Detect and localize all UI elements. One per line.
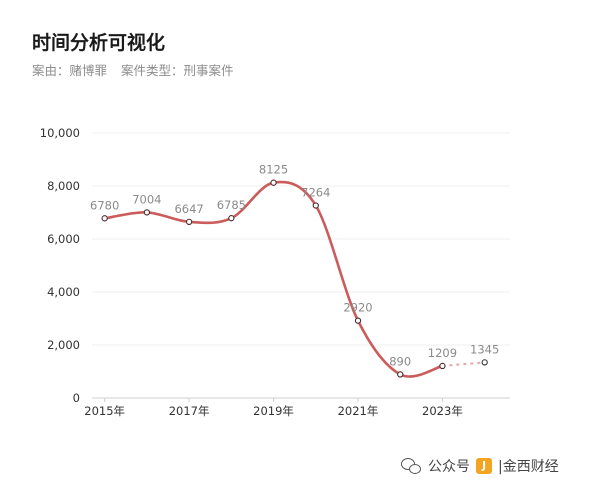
series: [101, 179, 488, 378]
data-label: 7264: [301, 186, 330, 200]
wechat-icon: [400, 455, 422, 477]
y-tick-label: 4,000: [47, 285, 80, 299]
y-tick-label: 10,000: [40, 126, 80, 140]
data-point: [101, 215, 108, 222]
y-tick-label: 8,000: [47, 179, 80, 193]
x-tick-label: 2019年: [253, 404, 294, 418]
data-label: 1209: [428, 346, 457, 360]
watermark-brand: |金西财经: [498, 459, 559, 475]
x-tick-label: 2023年: [422, 404, 463, 418]
data-point: [270, 179, 277, 186]
grid-lines: [92, 132, 510, 346]
y-tick-label: 2,000: [47, 338, 80, 352]
data-point: [185, 218, 193, 226]
brand-logo-icon: J: [476, 458, 492, 474]
watermark-source: 公众号: [428, 459, 470, 475]
data-point: [481, 359, 488, 366]
data-label: 6780: [90, 198, 119, 212]
y-axis: 0 2,000 4,000 6,000 8,000 10,000: [40, 126, 80, 405]
x-axis: 2015年 2017年 2019年 2021年 2023年: [84, 397, 510, 418]
data-point: [439, 362, 446, 370]
data-label: 1345: [470, 342, 499, 356]
data-labels: 6780 7004 6647 6785 8125 7264 2920 890 1209 1345: [90, 163, 499, 369]
data-point: [354, 317, 362, 324]
data-label: 2920: [343, 301, 372, 315]
data-point: [312, 202, 319, 209]
data-label: 7004: [132, 192, 161, 206]
projected-line: [442, 361, 485, 367]
chart-subtitle: 案由：赌博罪 案件类型：刑事案件: [32, 60, 244, 79]
data-label: 6647: [174, 202, 203, 216]
data-point: [143, 209, 151, 216]
data-point: [397, 371, 404, 378]
case-reason-label: 案由：赌博罪: [32, 63, 108, 78]
watermark: 公众号 J |金西财经: [398, 452, 565, 480]
x-tick-label: 2017年: [169, 404, 210, 418]
data-label: 8125: [259, 163, 288, 177]
data-point: [228, 215, 235, 222]
x-tick-label: 2015年: [84, 404, 125, 418]
case-type-label: 案件类型：刑事案件: [121, 63, 234, 78]
y-tick-label: 0: [73, 391, 80, 405]
series-line: [104, 180, 443, 378]
data-label: 890: [389, 354, 411, 368]
chart-title: 时间分析可视化: [32, 32, 166, 54]
y-tick-label: 6,000: [47, 232, 80, 246]
data-label: 6785: [217, 198, 246, 212]
x-tick-label: 2021年: [338, 404, 379, 418]
